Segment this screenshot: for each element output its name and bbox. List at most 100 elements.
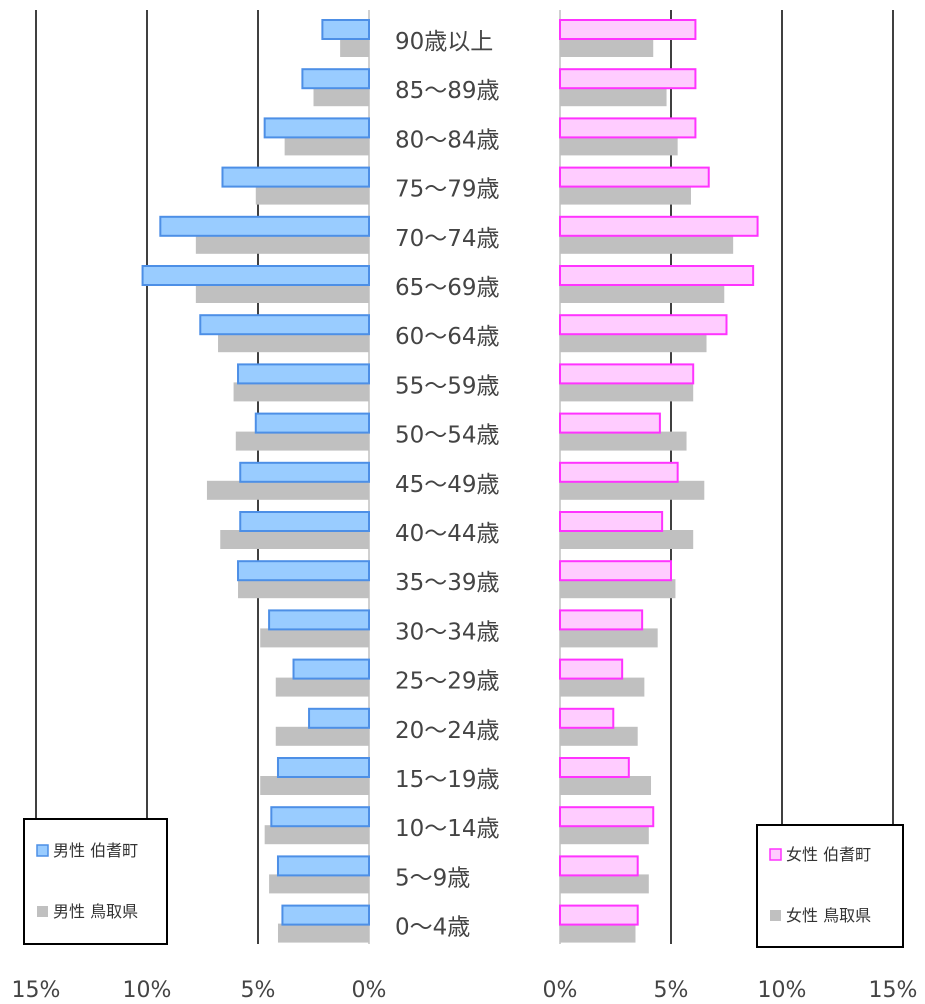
bar-female-tottori — [560, 234, 734, 254]
bar-male-tottori — [340, 38, 369, 57]
age-label: 50～54歳 — [395, 423, 500, 449]
bar-female-hokicho — [559, 19, 697, 40]
axis-tick-labels: 15% 10% 5% 0% 0% 5% 10% 15% — [12, 978, 918, 1003]
bar-male-hokicho — [268, 609, 371, 631]
age-label: 5～9歳 — [395, 865, 470, 891]
bar-male-hokicho — [239, 461, 370, 483]
bar-female-tottori — [560, 38, 654, 57]
bar-male-hokicho — [321, 19, 371, 40]
bar-male-hokicho — [276, 757, 371, 778]
bar-male-hokicho — [276, 855, 371, 877]
bar-male-tottori — [195, 234, 369, 254]
age-label: 80～84歳 — [395, 127, 500, 153]
bar-male-hokicho — [301, 68, 370, 90]
bar-male-hokicho — [292, 658, 370, 680]
age-label: 30～34歳 — [395, 619, 500, 645]
tick-label-right: 5% — [654, 978, 689, 1003]
bar-male-tottori — [220, 530, 369, 549]
bar-female-tottori — [560, 480, 705, 500]
tick-label-left: 0% — [352, 978, 387, 1003]
bar-male-hokicho — [237, 560, 370, 582]
bar-male-tottori — [313, 87, 369, 107]
bar-female-hokicho — [559, 855, 639, 877]
bar-male-tottori — [218, 333, 369, 353]
bar-female-hokicho — [559, 314, 728, 336]
tick-label-right: 15% — [869, 978, 918, 1003]
legend-swatch-male-tottori — [37, 906, 48, 917]
legend-swatch-female-tottori — [770, 910, 781, 921]
bar-female-hokicho — [559, 806, 655, 828]
bar-female-tottori — [560, 284, 725, 303]
bar-male-hokicho — [141, 265, 370, 286]
bar-female-hokicho — [559, 117, 697, 139]
bar-male-tottori — [275, 726, 369, 746]
age-labels: 90歳以上 85～89歳 80～84歳 75～79歳 70～74歳 65～69歳 60～64… — [395, 29, 500, 941]
bar-female-hokicho — [559, 215, 759, 237]
bar-male-hokicho — [221, 166, 370, 188]
legend-swatch-female-hokicho — [769, 848, 782, 861]
tick-label-left: 10% — [123, 978, 172, 1003]
bar-female-tottori — [560, 677, 645, 697]
bar-female-hokicho — [559, 609, 644, 631]
bar-female-tottori — [560, 776, 652, 795]
bar-male-tottori — [235, 431, 369, 451]
age-label: 75～79歳 — [395, 177, 500, 203]
bar-male-hokicho — [270, 806, 371, 828]
age-label: 40～44歳 — [395, 521, 500, 547]
bar-male-tottori — [277, 923, 369, 943]
age-label: 45～49歳 — [395, 472, 500, 498]
age-label: 90歳以上 — [395, 29, 493, 55]
bar-female-tottori — [560, 333, 707, 353]
bar-male-tottori — [260, 628, 369, 648]
bar-female-tottori — [560, 579, 676, 599]
age-label: 15～19歳 — [395, 767, 500, 793]
age-label: 60～64歳 — [395, 324, 500, 350]
legend-label-male-hokicho: 男性 伯耆町 — [53, 841, 138, 860]
age-label: 20～24歳 — [395, 718, 500, 744]
legend-label-male-tottori: 男性 鳥取県 — [53, 902, 138, 921]
age-label: 10～14歳 — [395, 816, 500, 842]
bar-female-tottori — [560, 923, 636, 943]
age-label: 35～39歳 — [395, 570, 500, 596]
tick-label-left: 15% — [12, 978, 61, 1003]
bar-male-hokicho — [199, 314, 370, 336]
bar-female-hokicho — [559, 658, 624, 680]
bar-female-hokicho — [559, 904, 639, 926]
legend-left-box — [23, 818, 168, 945]
bar-male-hokicho — [239, 511, 370, 532]
legend-label-female-hokicho: 女性 伯耆町 — [786, 845, 871, 864]
bar-male-tottori — [238, 579, 369, 599]
bar-female-tottori — [560, 87, 667, 107]
bar-female-tottori — [560, 874, 649, 894]
bar-male-tottori — [260, 776, 369, 795]
bar-female-hokicho — [559, 166, 710, 188]
bar-female-tottori — [560, 136, 678, 156]
bar-female-tottori — [560, 431, 687, 451]
legend-label-female-tottori: 女性 鳥取県 — [786, 906, 871, 925]
bar-male-tottori — [206, 480, 369, 500]
bar-female-tottori — [560, 628, 658, 648]
age-label: 25～29歳 — [395, 669, 500, 695]
bar-female-tottori — [560, 726, 638, 746]
bar-male-tottori — [264, 825, 369, 845]
bar-female-tottori — [560, 185, 691, 205]
bar-female-hokicho — [559, 265, 755, 286]
bar-male-hokicho — [308, 707, 370, 729]
bar-female-tottori — [560, 382, 694, 402]
tick-label-right: 10% — [758, 978, 807, 1003]
bar-male-tottori — [275, 677, 369, 697]
legend-left: 男性 伯耆町 男性 鳥取県 — [23, 818, 168, 945]
bar-female-hokicho — [559, 707, 615, 729]
legend-swatch-male-hokicho — [36, 844, 49, 857]
bar-female-hokicho — [559, 363, 695, 385]
bar-male-hokicho — [159, 215, 370, 237]
bar-female-tottori — [560, 530, 694, 549]
bar-male-tottori — [195, 284, 369, 303]
bars — [141, 19, 759, 943]
bar-female-hokicho — [559, 511, 664, 532]
legend-right-box — [756, 824, 904, 948]
bar-female-hokicho — [559, 757, 630, 778]
tick-label-right: 0% — [543, 978, 578, 1003]
age-label: 55～59歳 — [395, 373, 500, 399]
